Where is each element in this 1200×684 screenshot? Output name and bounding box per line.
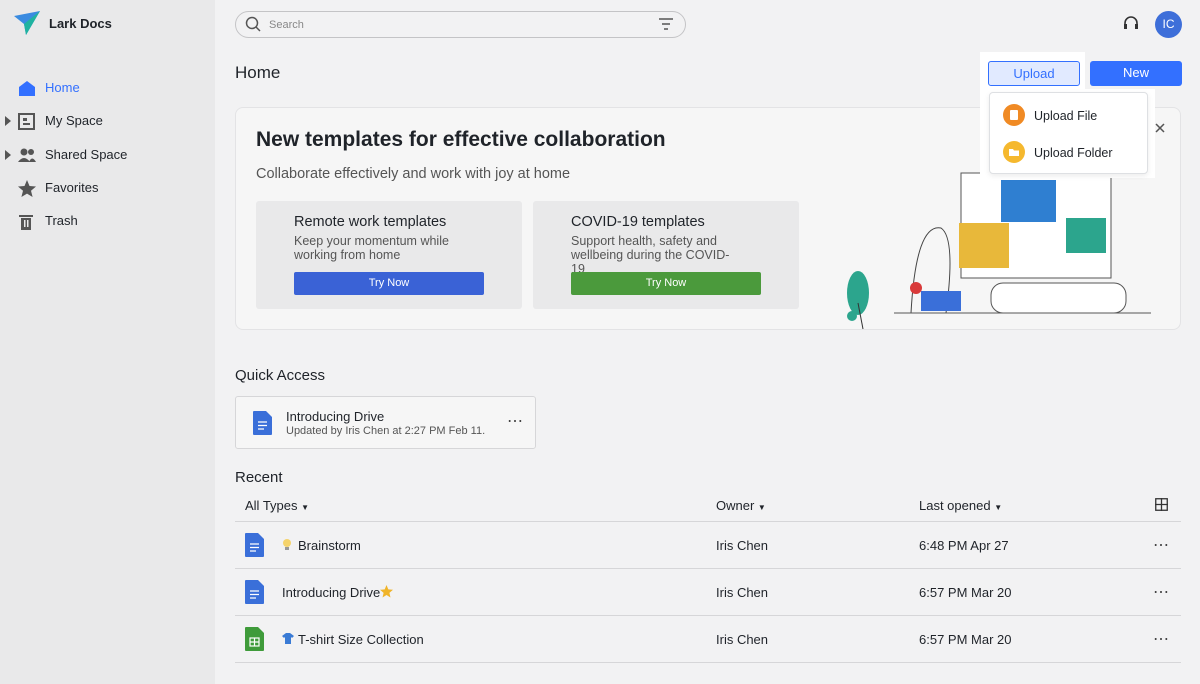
file-owner: Iris Chen [716,538,769,553]
search-placeholder: Search [269,19,304,31]
nav-label: Home [45,80,80,95]
item-name: Introducing Drive [286,409,385,424]
quick-access-item[interactable]: Introducing Drive Updated by Iris Chen a… [235,396,536,449]
column-header[interactable]: Owner ▼ [716,498,766,513]
nav-item[interactable]: My Space [0,106,215,136]
nav-label: My Space [45,113,103,128]
menu-label: Upload File [1034,109,1098,123]
support-icon[interactable] [1123,15,1139,32]
nav-label: Shared Space [45,147,128,162]
search-box[interactable]: Search [235,11,686,38]
item-updated: Updated by Iris Chen at 2:27 PM Feb 11. [286,425,486,437]
sidebar: Lark Docs Home My Space Shared Space Fav… [0,0,215,684]
close-icon[interactable] [1154,122,1166,134]
expand-arrow [5,150,11,160]
nav-label: Favorites [45,180,99,195]
section-title: Quick Access [235,367,326,384]
card-title: COVID-19 templates [571,214,705,230]
star-icon [18,180,36,197]
page-title: Home [235,63,281,82]
nav-item[interactable]: Shared Space [0,140,215,170]
divider [235,662,1181,663]
try-button[interactable]: Try Now [571,272,761,295]
doc-icon [253,411,272,435]
section-title: Recent [235,469,283,486]
space-icon [18,113,35,130]
favorite-star[interactable] [380,585,393,598]
search-icon [245,16,261,32]
folder-icon [1003,141,1025,163]
file-name: Brainstorm [298,538,361,553]
upload-menu: Upload File Upload Folder [989,92,1148,174]
shirt-icon [282,633,294,644]
more-button[interactable]: ⋯ [1153,537,1170,554]
try-button[interactable]: Try Now [294,272,484,295]
file-owner: Iris Chen [716,632,769,647]
banner-title: New templates for effective collaboratio… [256,128,666,151]
file-row[interactable]: Brainstorm Iris Chen 6:48 PM Apr 27 ⋯ [235,522,1181,568]
file-last-opened: 6:57 PM Mar 20 [919,632,1012,647]
divider [235,521,1181,522]
nav-item[interactable]: Favorites [0,173,215,203]
file-owner: Iris Chen [716,585,769,600]
file-icon [1003,104,1025,126]
doc-icon [245,533,264,557]
divider [235,615,1181,616]
column-label: Owner [716,498,755,513]
file-last-opened: 6:57 PM Mar 20 [919,585,1012,600]
app-name: Lark Docs [49,16,112,31]
card-title: Remote work templates [294,214,447,230]
column-header[interactable]: Last opened ▼ [919,498,1003,513]
nav-item[interactable]: Home [0,73,215,103]
upload-button[interactable]: Upload [988,61,1080,86]
sheet-icon [245,627,264,651]
avatar[interactable]: IC [1155,11,1182,38]
more-button[interactable]: ⋯ [1153,584,1170,601]
column-label: All Types [245,498,298,513]
banner-subtitle: Collaborate effectively and work with jo… [256,166,571,182]
template-card: Remote work templates Keep your momentum… [256,201,522,309]
more-button[interactable]: ⋯ [507,413,524,430]
logo [14,11,40,35]
expand-arrow [5,116,11,126]
card-description: Support health, safety and wellbeing dur… [571,234,730,276]
menu-label: Upload Folder [1034,146,1113,160]
file-name: Introducing Drive [282,585,381,600]
doc-icon [245,580,264,604]
file-row[interactable]: Introducing Drive Iris Chen 6:57 PM Mar … [235,569,1181,615]
menu-item[interactable]: Upload File [990,101,1147,129]
grid-view-icon[interactable] [1155,498,1168,511]
home-icon [19,81,35,96]
file-name: T-shirt Size Collection [298,632,424,647]
filter-icon[interactable] [659,18,673,30]
divider [235,568,1181,569]
trash-icon [19,215,33,230]
nav-label: Trash [45,213,78,228]
more-button[interactable]: ⋯ [1153,631,1170,648]
template-card: COVID-19 templates Support health, safet… [533,201,799,309]
file-row[interactable]: T-shirt Size Collection Iris Chen 6:57 P… [235,616,1181,662]
column-label: Last opened [919,498,991,513]
column-header[interactable]: All Types ▼ [245,498,310,513]
new-button[interactable]: New [1090,61,1182,86]
file-last-opened: 6:48 PM Apr 27 [919,538,1009,553]
menu-item[interactable]: Upload Folder [990,138,1147,166]
nav-item[interactable]: Trash [0,206,215,236]
bulb-icon [283,539,291,550]
illustration [847,172,1151,329]
shared-icon [18,148,36,162]
card-description: Keep your momentum while working from ho… [294,234,449,262]
